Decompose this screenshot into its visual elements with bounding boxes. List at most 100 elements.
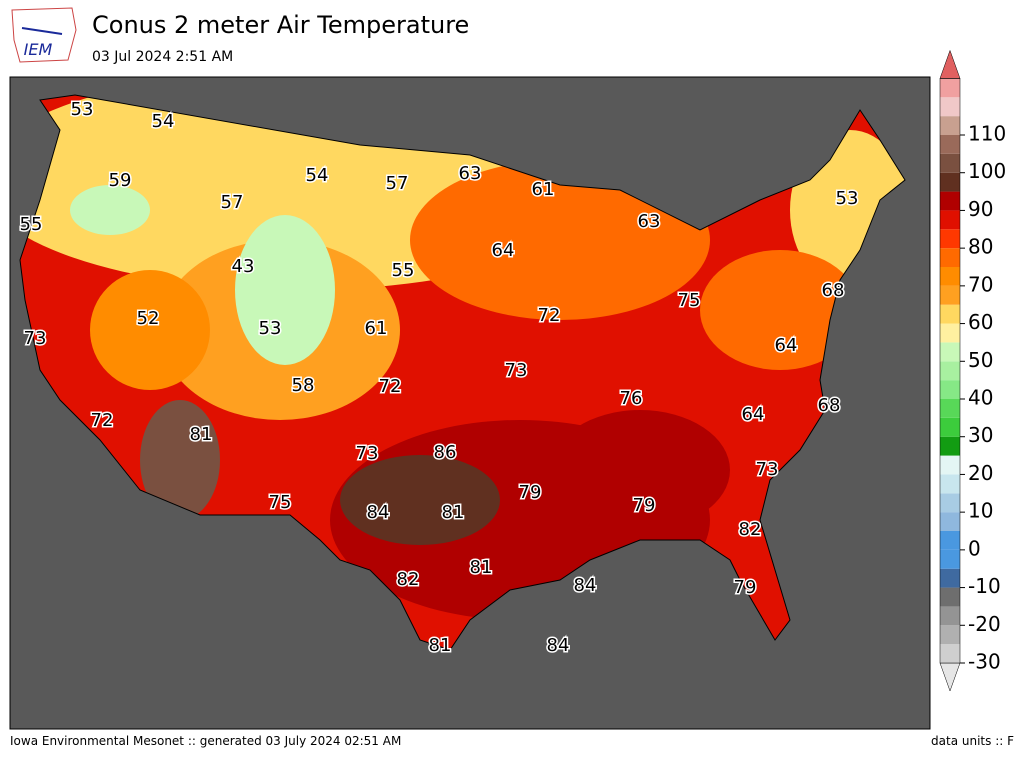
colorbar: -30 -20 -10 0 10 20 30 40 50 60 70 80 90 100 110 [939,49,1006,692]
temperature-label: 82 [397,569,420,590]
colorbar-band [940,606,960,626]
colorbar-band [940,568,960,588]
temperature-label: 84 [547,635,570,656]
temperature-label: 64 [775,335,798,356]
colorbar-tick-label: 70 [968,272,993,296]
temperature-label: 68 [818,395,841,416]
colorbar-band [940,474,960,494]
colorbar-tick-label: 30 [968,423,993,447]
temperature-label: 72 [379,376,402,397]
temperature-label: 59 [109,170,132,191]
temperature-label: 73 [24,328,47,349]
temperature-label: 72 [538,305,561,326]
temperature-label: 81 [442,502,465,523]
colorbar-band [940,304,960,324]
temperature-label: 82 [739,519,762,540]
colorbar-band [940,267,960,286]
colorbar-band [940,229,960,249]
colorbar-band [940,97,960,117]
temperature-label: 53 [71,99,94,120]
colorbar-band [940,417,960,437]
colorbar-band [940,323,960,343]
colorbar-tick-label: 90 [968,197,993,221]
temperature-label: 58 [292,375,315,396]
colorbar-band [940,172,960,192]
colorbar-tick-label: 40 [968,386,993,410]
temperature-label: 64 [492,240,515,261]
temperature-label: 64 [742,404,765,425]
temperature-label: 54 [306,165,329,186]
temperature-label: 84 [574,575,597,596]
logo-outline [11,7,77,63]
colorbar-band [940,210,960,230]
colorbar-band [940,380,960,399]
colorbar-frame [939,78,961,664]
temperature-label: 81 [470,557,493,578]
temperature-label: 61 [365,318,388,339]
temperature-label: 53 [259,318,282,339]
map [9,76,931,730]
temperature-label: 84 [367,502,390,523]
colorbar-arrow-low [939,662,961,692]
colorbar-tick-label: 60 [968,310,993,334]
temperature-label: 73 [505,360,528,381]
temperature-label: 61 [532,179,555,200]
temperature-label: 79 [633,495,656,516]
colorbar-tick-label: 0 [968,536,981,560]
colorbar-tick-label: -10 [968,574,1001,598]
colorbar-band [940,625,960,645]
colorbar-tick-label: -20 [968,612,1001,636]
station-labels: 53 54 59 57 54 57 63 61 55 63 53 43 64 55 68 52 53 61 72 75… [18,98,860,658]
temperature-label: 57 [221,192,244,213]
temperature-label: 55 [392,260,415,281]
colorbar-tick-label: 110 [968,122,1006,146]
footer-units: data units :: F [931,734,1014,748]
colorbar-band [940,644,960,663]
temperature-label: 76 [620,388,643,409]
footer-source: Iowa Environmental Mesonet :: generated … [10,734,401,748]
colorbar-tick-label: 50 [968,348,993,372]
temperature-label: 79 [734,577,757,598]
temperature-label: 43 [232,256,255,277]
colorbar-band [940,153,960,173]
colorbar-tick-label: 80 [968,235,993,259]
temperature-label: 75 [269,492,292,513]
colorbar-tick-label: 100 [968,159,1006,183]
temperature-label: 81 [429,635,452,656]
temperature-label: 73 [756,459,779,480]
colorbar-band [940,285,960,305]
colorbar-band [940,493,960,513]
temperature-label: 79 [519,482,542,503]
logo-text: IEM [24,40,53,59]
colorbar-band [940,361,960,381]
temperature-label: 68 [822,280,845,301]
logo: IEM [11,7,77,63]
temperature-label: 75 [678,290,701,311]
subtitle: 03 Jul 2024 2:51 AM [92,49,233,65]
temperature-label: 86 [434,442,457,463]
colorbar-arrow-high [939,49,961,79]
colorbar-band [940,531,960,550]
logo-line [21,27,63,35]
temperature-label: 53 [836,188,859,209]
temperature-label: 72 [91,410,114,431]
colorbar-band [940,116,960,135]
colorbar-tick-label: 10 [968,499,993,523]
colorbar-band [940,78,960,98]
colorbar-band [940,512,960,531]
colorbar-tick-label: -30 [968,650,1001,674]
temperature-label: 63 [638,211,661,232]
colorbar-band [940,399,960,418]
temperature-label: 52 [137,308,160,329]
colorbar-band [940,135,960,154]
colorbar-band [940,587,960,607]
colorbar-tick-label: 20 [968,461,993,485]
temperature-label: 63 [459,163,482,184]
temperature-label: 81 [190,424,213,445]
title: Conus 2 meter Air Temperature [92,11,469,39]
colorbar-band [940,191,960,211]
colorbar-band [940,436,960,456]
temperature-label: 73 [356,443,379,464]
